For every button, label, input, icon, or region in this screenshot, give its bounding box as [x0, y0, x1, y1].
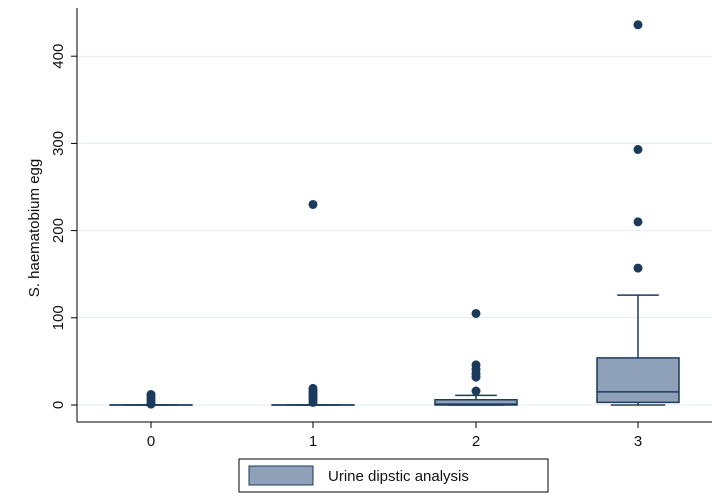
box-group-0: [109, 390, 193, 409]
x-tick-label: 1: [309, 433, 317, 450]
x-tick-label: 0: [147, 433, 155, 450]
axes: [76, 8, 712, 423]
x-ticks: 0 1 2 3: [147, 422, 642, 450]
x-tick-label: 2: [472, 433, 480, 450]
outlier-point: [471, 386, 481, 396]
outlier-point: [471, 308, 481, 318]
boxes: [109, 20, 680, 409]
outlier-point: [308, 199, 318, 209]
legend-label: Urine dipstic analysis: [328, 468, 469, 485]
outlier-point: [633, 20, 643, 30]
outlier-point: [633, 263, 643, 273]
outlier-point: [146, 399, 156, 409]
x-tick-label: 3: [634, 433, 642, 450]
y-tick-label: 400: [50, 44, 67, 69]
legend-swatch: [248, 465, 314, 486]
y-ticks: 0 100 200 300 400: [50, 44, 77, 409]
box-group-2: [434, 308, 518, 406]
iqr-box: [596, 357, 680, 404]
y-axis-title: S. haematobium egg: [26, 159, 43, 297]
outlier-point: [471, 372, 481, 382]
y-tick-label: 200: [50, 218, 67, 243]
box-group-1: [271, 199, 355, 407]
iqr-box: [434, 399, 518, 406]
outlier-point: [308, 397, 318, 407]
y-tick-label: 300: [50, 131, 67, 156]
y-tick-label: 0: [50, 401, 67, 409]
legend: Urine dipstic analysis: [238, 458, 549, 493]
box-group-3: [596, 20, 680, 406]
outlier-point: [633, 145, 643, 155]
y-tick-label: 100: [50, 305, 67, 330]
outlier-point: [633, 217, 643, 227]
